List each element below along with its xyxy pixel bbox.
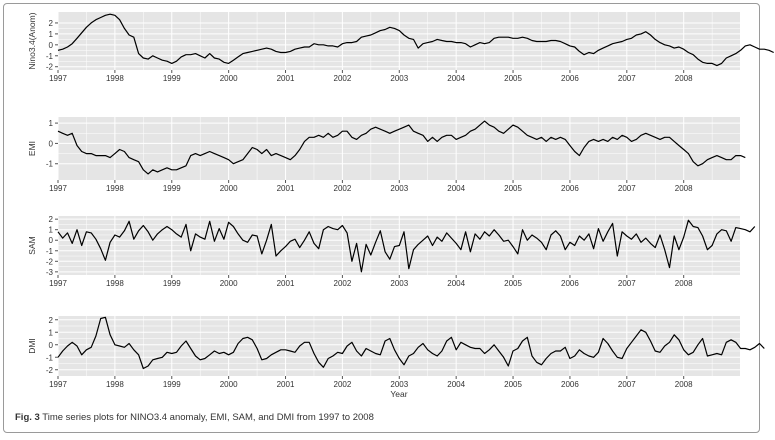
- panel-1-x-tick-label: 2006: [561, 74, 579, 83]
- panel-2-x-tick-label: 2000: [220, 184, 238, 193]
- panel-3-y-tick-label: 0: [49, 236, 54, 245]
- panel-4-x-tick-label: 2001: [277, 380, 295, 389]
- panel-1-x-tick-label: 2005: [504, 74, 522, 83]
- panel-4-y-tick-label: 0: [49, 341, 54, 350]
- panel-4-x-tick-label: 2007: [618, 380, 636, 389]
- panel-2-y-tick-label: 1: [49, 119, 54, 128]
- panel-4-y-tick-label: 2: [49, 316, 54, 325]
- panel-4-x-tick-label: 1998: [106, 380, 124, 389]
- panel-4-x-tick-label: 1999: [163, 380, 181, 389]
- panel-4-y-tick-label: 1: [49, 328, 54, 337]
- panel-2-x-tick-label: 2002: [334, 184, 352, 193]
- panel-4-x-tick-label: 2006: [561, 380, 579, 389]
- panel-2-x-tick-label: 2004: [447, 184, 465, 193]
- panel-2-y-axis-title: EMI: [27, 141, 37, 156]
- caption-prefix: Fig. 3: [15, 412, 40, 423]
- panel-4-x-tick-label: 2003: [390, 380, 408, 389]
- panel-3-y-tick-label: -1: [46, 247, 54, 256]
- panel-3-x-tick-label: 2006: [561, 279, 579, 288]
- panel-1-y-tick-label: -1: [46, 52, 54, 61]
- panel-1-x-tick-label: 2002: [334, 74, 352, 83]
- panel-3-y-tick-label: 2: [49, 215, 54, 224]
- panel-3-x-tick-label: 2007: [618, 279, 636, 288]
- panel-3-x-tick-label: 1998: [106, 279, 124, 288]
- panel-1-y-axis-title: Nino3.4(Anom): [27, 12, 37, 69]
- panel-3-x-tick-label: 2003: [390, 279, 408, 288]
- panel-3-x-tick-label: 1999: [163, 279, 181, 288]
- panel-4-x-tick-label: 2004: [447, 380, 465, 389]
- panel-2-x-tick-label: 2007: [618, 184, 636, 193]
- panel-4-x-tick-label: 2008: [675, 380, 693, 389]
- panel-2-y-tick-label: -1: [46, 160, 54, 169]
- panel-1-x-tick-label: 2008: [675, 74, 693, 83]
- panel-4-y-axis-title: DMI: [27, 338, 37, 354]
- panel-4-x-tick-label: 2002: [334, 380, 352, 389]
- panel-3-x-tick-label: 2008: [675, 279, 693, 288]
- panel-1-x-tick-label: 2004: [447, 74, 465, 83]
- panel-1-x-tick-label: 1997: [49, 74, 67, 83]
- panel-2-x-tick-label: 1998: [106, 184, 124, 193]
- panel-3-x-tick-label: 1997: [49, 279, 67, 288]
- panel-1-x-tick-label: 1998: [106, 74, 124, 83]
- panel-1-y-tick-label: 2: [49, 19, 54, 28]
- panel-2-x-tick-label: 1997: [49, 184, 67, 193]
- panel-1-x-tick-label: 2003: [390, 74, 408, 83]
- panel-1-x-tick-label: 2001: [277, 74, 295, 83]
- panel-3-series-line: [57, 219, 756, 273]
- panel-3-y-tick-label: -2: [46, 257, 54, 266]
- panel-3-y-tick-label: 1: [49, 226, 54, 235]
- caption-text: Time series plots for NINO3.4 anomaly, E…: [42, 412, 374, 423]
- panel-1-y-tick-label: 1: [49, 30, 54, 39]
- panel-2-x-tick-label: 1999: [163, 184, 181, 193]
- panel-3-x-tick-label: 2001: [277, 279, 295, 288]
- panel-1-x-tick-label: 2000: [220, 74, 238, 83]
- panel-1-series-line: [57, 13, 774, 67]
- panel-2-x-tick-label: 2005: [504, 184, 522, 193]
- panel-4-x-tick-label: 1997: [49, 380, 67, 389]
- panel-4-y-tick-label: -2: [46, 366, 54, 375]
- panel-2-x-tick-label: 2006: [561, 184, 579, 193]
- panel-4-y-tick-label: -1: [46, 353, 54, 362]
- panel-4-x-tick-label: 2005: [504, 380, 522, 389]
- panel-1-x-tick-label: 1999: [163, 74, 181, 83]
- panel-3-x-tick-label: 2002: [334, 279, 352, 288]
- panel-1-y-tick-label: 0: [49, 41, 54, 50]
- figure-caption: Fig. 3 Time series plots for NINO3.4 ano…: [15, 412, 374, 423]
- panel-2-x-tick-label: 2001: [277, 184, 295, 193]
- panel-2-x-tick-label: 2003: [390, 184, 408, 193]
- panel-2-x-tick-label: 2008: [675, 184, 693, 193]
- panel-2-y-tick-label: 0: [49, 139, 54, 148]
- panel-4-series-line: [57, 316, 765, 370]
- panel-3-x-tick-label: 2005: [504, 279, 522, 288]
- panel-3-y-tick-label: -3: [46, 268, 54, 277]
- panel-3-y-axis-title: SAM: [27, 236, 37, 254]
- panel-3-x-tick-label: 2004: [447, 279, 465, 288]
- panel-1-x-tick-label: 2007: [618, 74, 636, 83]
- panel-3-x-tick-label: 2000: [220, 279, 238, 288]
- panel-4-x-axis-title: Year: [390, 389, 407, 399]
- panel-4-x-tick-label: 2000: [220, 380, 238, 389]
- panel-1-y-tick-label: -2: [46, 63, 54, 72]
- panel-2-series-line: [57, 120, 746, 175]
